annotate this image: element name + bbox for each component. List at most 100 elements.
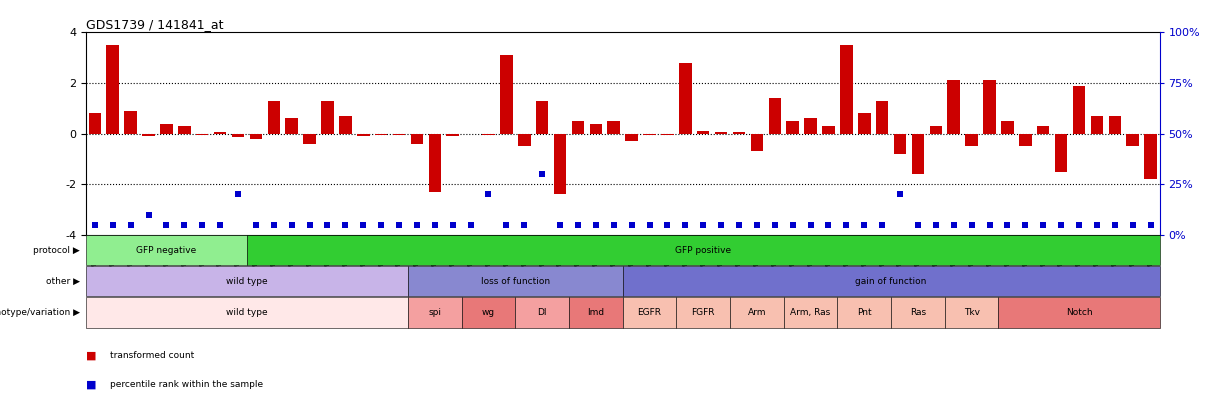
Point — [193, 222, 212, 228]
Point — [1069, 222, 1088, 228]
Text: genotype/variation ▶: genotype/variation ▶ — [0, 308, 80, 317]
Bar — [1020, 134, 1032, 146]
Point — [514, 222, 534, 228]
Point — [747, 222, 767, 228]
Text: GDS1739 / 141841_at: GDS1739 / 141841_at — [86, 18, 223, 31]
Point — [550, 222, 569, 228]
Bar — [553, 134, 567, 194]
Text: Notch: Notch — [1066, 308, 1092, 317]
Point — [174, 222, 194, 228]
Bar — [805, 119, 817, 134]
Bar — [178, 126, 190, 134]
Bar — [751, 134, 763, 151]
Point — [622, 222, 642, 228]
Bar — [590, 124, 602, 134]
Bar — [787, 121, 799, 134]
Bar — [428, 134, 440, 192]
Point — [1106, 222, 1125, 228]
Bar — [572, 121, 584, 134]
Point — [372, 222, 391, 228]
Point — [1033, 222, 1053, 228]
Text: percentile rank within the sample: percentile rank within the sample — [110, 380, 264, 389]
Point — [1052, 222, 1071, 228]
Bar — [518, 134, 530, 146]
Point — [533, 171, 552, 177]
Bar — [768, 98, 782, 134]
Text: gain of function: gain of function — [855, 277, 926, 286]
Bar — [626, 134, 638, 141]
Bar — [1001, 121, 1014, 134]
Text: GFP positive: GFP positive — [675, 245, 731, 255]
Point — [729, 222, 748, 228]
Text: Imd: Imd — [588, 308, 605, 317]
Bar — [679, 63, 692, 134]
Point — [872, 222, 892, 228]
Bar — [232, 134, 244, 137]
Text: EGFR: EGFR — [638, 308, 661, 317]
Bar — [876, 101, 888, 134]
Point — [944, 222, 963, 228]
Point — [299, 222, 319, 228]
Point — [120, 222, 140, 228]
Point — [318, 222, 337, 228]
Text: wild type: wild type — [226, 277, 267, 286]
Bar — [482, 134, 494, 135]
Point — [85, 222, 104, 228]
Point — [103, 222, 123, 228]
Point — [335, 222, 355, 228]
Bar — [912, 134, 924, 174]
Bar — [107, 45, 119, 134]
Point — [854, 222, 874, 228]
Point — [443, 222, 463, 228]
Point — [604, 222, 623, 228]
Bar — [501, 55, 513, 134]
Bar — [393, 134, 405, 135]
Point — [139, 211, 158, 218]
Text: Tkv: Tkv — [963, 308, 979, 317]
Text: other ▶: other ▶ — [45, 277, 80, 286]
Text: Pnt: Pnt — [856, 308, 871, 317]
Point — [962, 222, 982, 228]
Point — [479, 191, 498, 198]
Bar — [88, 113, 101, 134]
Point — [568, 222, 588, 228]
Point — [979, 222, 999, 228]
Bar — [983, 81, 996, 134]
Point — [264, 222, 283, 228]
Point — [389, 222, 409, 228]
Bar — [822, 126, 834, 134]
Bar — [1108, 116, 1121, 134]
Point — [908, 222, 928, 228]
Text: Ras: Ras — [910, 308, 926, 317]
Point — [764, 222, 784, 228]
Point — [210, 222, 229, 228]
Text: ■: ■ — [86, 351, 97, 361]
Point — [837, 222, 856, 228]
Bar — [643, 134, 655, 135]
Text: GFP negative: GFP negative — [136, 245, 196, 255]
Text: Arm, Ras: Arm, Ras — [790, 308, 831, 317]
Bar — [947, 81, 960, 134]
Bar — [893, 134, 907, 154]
Point — [891, 191, 910, 198]
Point — [1141, 222, 1161, 228]
Point — [783, 222, 802, 228]
Point — [1123, 222, 1142, 228]
Bar — [339, 116, 352, 134]
Bar — [1145, 134, 1157, 179]
Bar — [607, 121, 620, 134]
Bar — [697, 131, 709, 134]
Bar — [124, 111, 137, 134]
Bar — [321, 101, 334, 134]
Point — [407, 222, 427, 228]
Bar — [1126, 134, 1139, 146]
Point — [425, 222, 444, 228]
Bar — [286, 119, 298, 134]
Bar — [840, 45, 853, 134]
Bar — [661, 134, 674, 135]
Text: Dl: Dl — [537, 308, 547, 317]
Bar — [1037, 126, 1049, 134]
Bar — [966, 134, 978, 146]
Bar — [411, 134, 423, 144]
Point — [587, 222, 606, 228]
